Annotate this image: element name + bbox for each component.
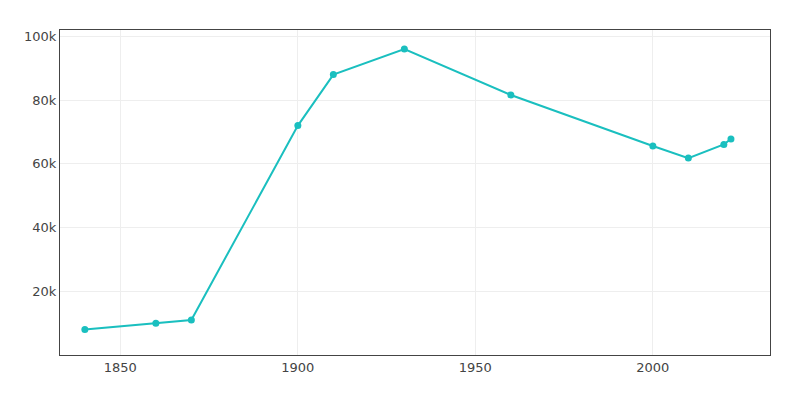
svg-text:20k: 20k (32, 284, 57, 299)
svg-text:2000: 2000 (636, 360, 669, 375)
svg-text:80k: 80k (32, 93, 57, 108)
svg-text:1950: 1950 (459, 360, 492, 375)
svg-text:40k: 40k (32, 220, 57, 235)
svg-text:1850: 1850 (104, 360, 137, 375)
svg-text:1900: 1900 (281, 360, 314, 375)
svg-text:100k: 100k (24, 29, 57, 44)
svg-text:60k: 60k (32, 156, 57, 171)
